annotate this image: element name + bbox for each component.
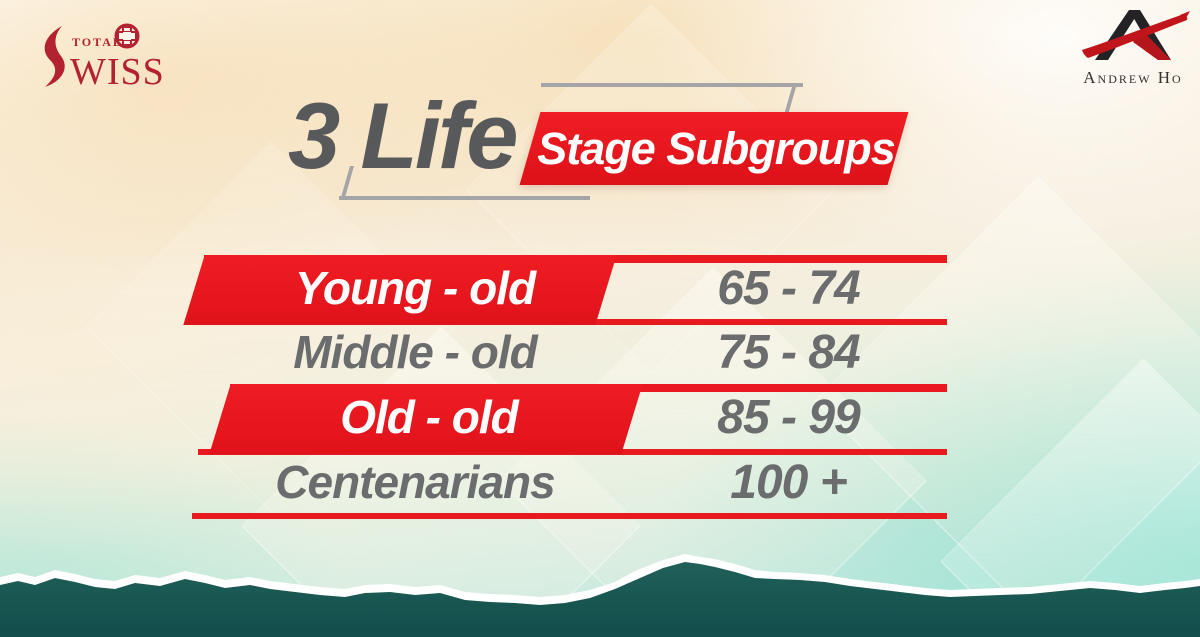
row-range-centenarians: 100 + <box>730 455 847 509</box>
row-label-young-old: Young - old <box>294 262 536 314</box>
andrew-ho-wordmark: Andrew Ho <box>1083 68 1183 87</box>
row-label-middle-old: Middle - old <box>293 326 538 378</box>
row-range-middle-old: 75 - 84 <box>717 325 860 379</box>
table-divider <box>192 513 947 519</box>
row-range-young-old: 65 - 74 <box>717 261 860 315</box>
swiss-cross-icon <box>114 23 140 49</box>
torn-edge-graphic <box>0 554 1200 637</box>
row-range-old-old: 85 - 99 <box>717 390 860 444</box>
andrew-ho-logo: Andrew Ho <box>1072 8 1194 87</box>
total-swiss-wordmark-top: TOTAL <box>72 35 123 49</box>
andrew-ho-monogram-icon <box>1082 10 1190 60</box>
row-label-old-old: Old - old <box>340 391 519 443</box>
title-bracket-top <box>541 83 803 87</box>
total-swiss-wordmark: WISS <box>70 51 165 92</box>
s-swirl-icon <box>44 26 65 87</box>
total-swiss-logo: TOTAL WISS <box>26 12 166 93</box>
title-bracket-bottom <box>339 196 590 200</box>
page-title-right: Stage Subgroups <box>537 122 896 174</box>
life-stage-table: Young - old 65 - 74 Middle - old 75 - 84… <box>183 255 947 521</box>
page-title-left: 3 Life <box>288 83 519 188</box>
row-label-centenarians: Centenarians <box>275 456 555 508</box>
